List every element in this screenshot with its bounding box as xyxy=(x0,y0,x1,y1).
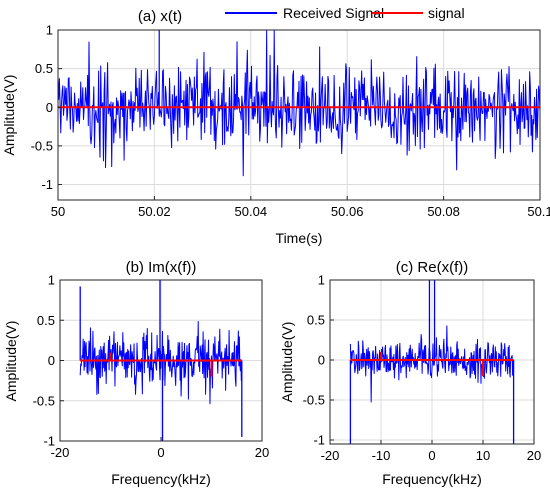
y-tick-label: 0.5 xyxy=(37,313,55,328)
y-tick-label: -0.5 xyxy=(33,393,55,408)
panel-a-ylabel: Amplitude(V) xyxy=(1,75,17,156)
x-tick-label: 50.1 xyxy=(527,204,550,219)
panel-b: -20 0 20 -1 -0.5 0 0.5 1 (b) Im(x(f)) Frequency… xyxy=(3,259,269,487)
series-line-received xyxy=(79,320,243,405)
panel-b-title: (b) Im(x(f)) xyxy=(126,259,197,276)
panel-a-title: (a) x(t) xyxy=(138,8,182,25)
panel-b-series-signal xyxy=(80,352,242,377)
panel-c-title: (c) Re(x(f)) xyxy=(396,259,468,276)
panel-b-ylabel: Amplitude(V) xyxy=(3,321,19,402)
legend-label-signal: signal xyxy=(428,5,465,21)
x-tick-label: 50.04 xyxy=(235,204,268,219)
y-tick-label: -0.5 xyxy=(303,393,325,408)
y-tick-label: -0.5 xyxy=(31,138,53,153)
panel-b-xlabel: Frequency(kHz) xyxy=(111,471,211,487)
legend: Received Signal signal xyxy=(225,5,465,21)
x-tick-label: 50.08 xyxy=(427,204,460,219)
panel-c: -20 -10 0 10 20 -1 -0.5 0 0.5 1 (c) Re(x(f)) Freq… xyxy=(279,259,541,487)
series-line-received xyxy=(57,29,541,177)
panel-a-frame xyxy=(57,29,541,201)
x-tick-label: 50.06 xyxy=(331,204,364,219)
y-tick-label: 0.5 xyxy=(35,61,53,76)
y-tick-label: 0 xyxy=(318,353,325,368)
y-tick-label: -1 xyxy=(313,433,325,448)
y-tick-label: 0 xyxy=(46,100,53,115)
y-tick-label: 0.5 xyxy=(307,313,325,328)
panel-a-series-received xyxy=(57,29,541,177)
y-tick-label: 1 xyxy=(46,23,53,38)
panel-c-ticks: -20 -10 0 10 20 -1 -0.5 0 0.5 1 xyxy=(303,273,542,464)
x-tick-label: 50 xyxy=(51,204,65,219)
x-tick-label: -20 xyxy=(51,445,70,460)
panel-c-series-signal xyxy=(350,352,514,376)
panel-a-ticks: 50 50.02 50.04 50.06 50.08 50.1 -1 -0.5 0 0.5 1 xyxy=(31,23,550,220)
panel-b-ticks: -20 0 20 -1 -0.5 0 0.5 1 xyxy=(33,273,270,461)
legend-label-received: Received Signal xyxy=(283,5,384,21)
panel-c-ylabel: Amplitude(V) xyxy=(279,322,295,403)
series-line-received xyxy=(349,325,515,403)
y-tick-label: -1 xyxy=(41,177,53,192)
x-tick-label: 50.02 xyxy=(138,204,171,219)
x-tick-label: 0 xyxy=(157,445,164,460)
y-tick-label: 1 xyxy=(318,273,325,288)
panel-a: 50 50.02 50.04 50.06 50.08 50.1 -1 -0.5 0 0.5 1 (a… xyxy=(1,5,550,246)
panel-a-xlabel: Time(s) xyxy=(276,230,323,246)
panel-c-series-received xyxy=(349,280,515,444)
x-tick-label: -20 xyxy=(321,448,340,463)
x-tick-label: 20 xyxy=(527,448,541,463)
panel-c-xlabel: Frequency(kHz) xyxy=(382,471,482,487)
y-tick-label: 1 xyxy=(48,273,55,288)
x-tick-label: 20 xyxy=(255,445,269,460)
y-tick-label: -1 xyxy=(43,434,55,449)
x-tick-label: -10 xyxy=(372,448,391,463)
y-tick-label: 0 xyxy=(48,353,55,368)
x-tick-label: 10 xyxy=(476,448,490,463)
panel-b-series-received xyxy=(79,280,243,441)
x-tick-label: 0 xyxy=(428,448,435,463)
